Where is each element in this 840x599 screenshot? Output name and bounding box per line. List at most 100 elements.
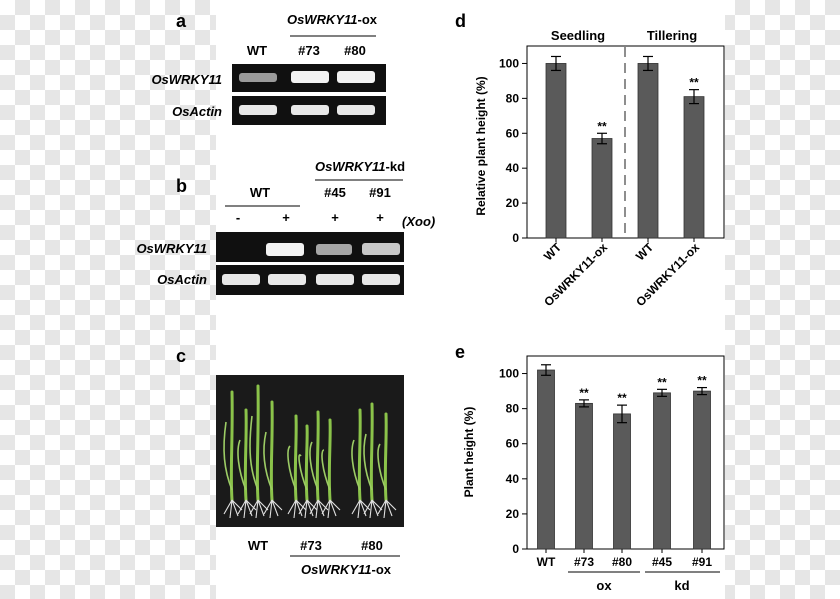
y-tick-label: 20 [506, 196, 520, 210]
panel-label-c: c [176, 346, 186, 366]
seedling-leaf [269, 400, 274, 502]
gel-band [337, 71, 375, 83]
gel-band [362, 274, 400, 285]
panel-e: e Plant height (%) 0 20 40 60 80 100 ** ** ** ** W… [455, 342, 725, 593]
seedling-root [287, 499, 307, 519]
panel-b-treatment: + [331, 210, 339, 225]
y-tick-label: 60 [506, 437, 520, 451]
panel-a-lane-73: #73 [298, 43, 320, 58]
chart-d-ylabel: Relative plant height (%) [474, 76, 488, 215]
seedling-leaf [298, 454, 308, 491]
seedling-root [263, 499, 283, 519]
bar [537, 369, 555, 550]
seedling-root [351, 499, 371, 519]
gel-band [266, 243, 304, 256]
x-tick-label: WT [537, 555, 556, 569]
panel-label-d: d [455, 11, 466, 31]
panel-b-line-91: #91 [369, 185, 391, 200]
panel-b-row-label-target: OsWRKY11 [136, 241, 207, 256]
bar [575, 402, 593, 550]
seedling-leaf [249, 415, 259, 491]
significance-label: ** [657, 375, 667, 389]
gel-band [268, 274, 306, 285]
group-label-kd: kd [674, 578, 689, 593]
panel-b-row-label-actin: OsActin [157, 272, 207, 287]
bar [653, 392, 671, 550]
y-tick-label: 80 [506, 402, 520, 416]
x-tick-label: #80 [612, 555, 632, 569]
x-tick-label: #91 [692, 555, 712, 569]
seedling-root [309, 499, 329, 519]
y-tick-label: 100 [499, 56, 519, 70]
significance-label: ** [689, 76, 699, 90]
seedling-leaf [304, 424, 309, 502]
seedling-root [363, 499, 383, 519]
panel-b-line-45: #45 [324, 185, 346, 200]
y-tick-label: 0 [512, 542, 519, 556]
group-label-ox: ox [596, 578, 612, 593]
seedling-leaf [263, 431, 273, 491]
panel-c-lane-wt: WT [248, 538, 268, 553]
bar [683, 96, 705, 239]
seedling-root [377, 499, 397, 519]
seedling-leaf [363, 433, 373, 491]
x-tick-label: #73 [574, 555, 594, 569]
gel-band [291, 71, 329, 83]
y-tick-label: 80 [506, 91, 520, 105]
panel-c: c WT #73 #80 OsWRKY11-ox [176, 346, 404, 577]
gel-band [362, 243, 400, 255]
seedling-leaf [309, 441, 319, 491]
panel-a-lane-wt: WT [247, 43, 267, 58]
panel-c-lane-80: #80 [361, 538, 383, 553]
bar [545, 63, 567, 239]
panel-b-treatment: + [282, 210, 290, 225]
seedling-leaf [223, 421, 233, 491]
chart-e: 0 20 40 60 80 100 ** ** ** ** WT #73 #80 #45 #91 ox kd [499, 355, 725, 593]
seedling-leaf [369, 402, 374, 502]
seedling-leaf [377, 443, 387, 491]
plant-seedlings [223, 384, 397, 519]
panel-a-row-label-actin: OsActin [172, 104, 222, 119]
gel-band [337, 105, 375, 115]
panel-b-treatment: - [236, 210, 240, 225]
panel-a-row-label-target: OsWRKY11 [151, 72, 222, 87]
plot-frame [526, 45, 725, 239]
panel-label-e: e [455, 342, 465, 362]
seedling-leaf [351, 439, 361, 491]
panel-b-group-label: OsWRKY11-kd [315, 159, 405, 174]
significance-label: ** [579, 386, 589, 400]
y-tick-label: 100 [499, 367, 519, 381]
gel-band [316, 274, 354, 285]
seedling-leaf [293, 414, 298, 502]
x-tick-label: #45 [652, 555, 672, 569]
gel-band [316, 244, 352, 255]
seedling-leaf [357, 408, 362, 502]
seedling-leaf [287, 445, 297, 491]
panel-b: b OsWRKY11-kd WT #45 #91 - + + + (Xoo) O… [136, 159, 435, 295]
seedling-leaf [229, 390, 234, 502]
seedling-leaf [237, 439, 247, 491]
seedling-leaf [383, 412, 388, 502]
panel-a: a OsWRKY11-ox WT #73 #80 OsWRKY11 OsActi… [151, 11, 386, 125]
significance-label: ** [697, 374, 707, 388]
seedling-leaf [315, 410, 320, 502]
stage-label-tillering: Tillering [647, 28, 697, 43]
y-tick-label: 60 [506, 126, 520, 140]
chart-e-ylabel: Plant height (%) [462, 407, 476, 498]
y-tick-label: 40 [506, 472, 520, 486]
seedling-root [298, 499, 318, 519]
gel-band [222, 274, 260, 285]
stage-label-seedling: Seedling [551, 28, 605, 43]
seedling-root [237, 499, 257, 519]
panel-label-a: a [176, 11, 187, 31]
panel-a-lane-80: #80 [344, 43, 366, 58]
panel-c-lane-73: #73 [300, 538, 322, 553]
panel-label-b: b [176, 176, 187, 196]
panel-a-group-label: OsWRKY11-ox [287, 12, 378, 27]
bar [693, 390, 711, 550]
gel-band [239, 73, 277, 82]
seedling-leaf [321, 449, 331, 491]
seedling-root [249, 499, 269, 519]
bar [591, 138, 613, 239]
y-tick-label: 20 [506, 507, 520, 521]
